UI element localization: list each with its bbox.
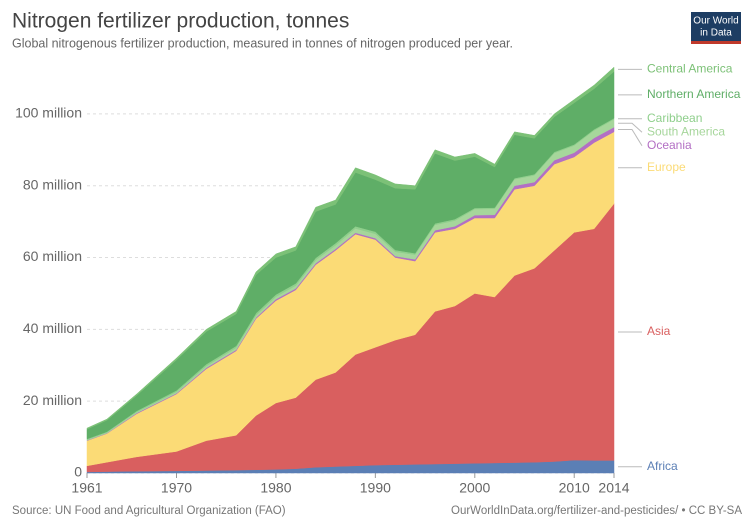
legend-label: Europe bbox=[647, 160, 686, 174]
legend-label: Central America bbox=[647, 62, 733, 76]
area bbox=[86, 66, 615, 430]
legend-label: Africa bbox=[647, 459, 678, 473]
y-tick-label: 0 bbox=[74, 464, 82, 480]
legend-leader bbox=[618, 122, 643, 133]
x-tick-label: 1970 bbox=[161, 480, 192, 496]
legend-leader bbox=[618, 128, 643, 146]
legend-label: Northern America bbox=[647, 87, 741, 101]
legend-label: South America bbox=[647, 124, 725, 138]
chart-subtitle: Global nitrogenous fertilizer production… bbox=[12, 36, 513, 50]
x-tick-label: 1980 bbox=[260, 480, 291, 496]
y-tick-label: 80 million bbox=[23, 176, 82, 192]
chart-title: Nitrogen fertilizer production, tonnes bbox=[12, 10, 349, 33]
legend-label: Caribbean bbox=[647, 111, 702, 125]
x-tick-label: 1990 bbox=[360, 480, 391, 496]
y-tick-label: 40 million bbox=[23, 320, 82, 336]
footer-url: OurWorldInData.org/fertilizer-and-pestic… bbox=[451, 505, 742, 517]
y-tick-label: 20 million bbox=[23, 392, 82, 408]
x-tick-label: 2010 bbox=[559, 480, 590, 496]
legend-label: Asia bbox=[647, 324, 671, 338]
legend-label: Oceania bbox=[647, 138, 692, 152]
logo-box bbox=[691, 12, 741, 44]
logo-text: in Data bbox=[700, 28, 732, 39]
logo-text: Our World bbox=[693, 16, 738, 27]
source: Source: UN Food and Agricultural Organiz… bbox=[12, 505, 286, 517]
y-tick-label: 100 million bbox=[15, 105, 82, 121]
y-tick-label: 60 million bbox=[23, 248, 82, 264]
x-tick-label: 1961 bbox=[71, 480, 102, 496]
x-tick-label: 2000 bbox=[459, 480, 490, 496]
logo-stripe bbox=[691, 41, 741, 44]
x-tick-label: 2014 bbox=[598, 480, 629, 496]
